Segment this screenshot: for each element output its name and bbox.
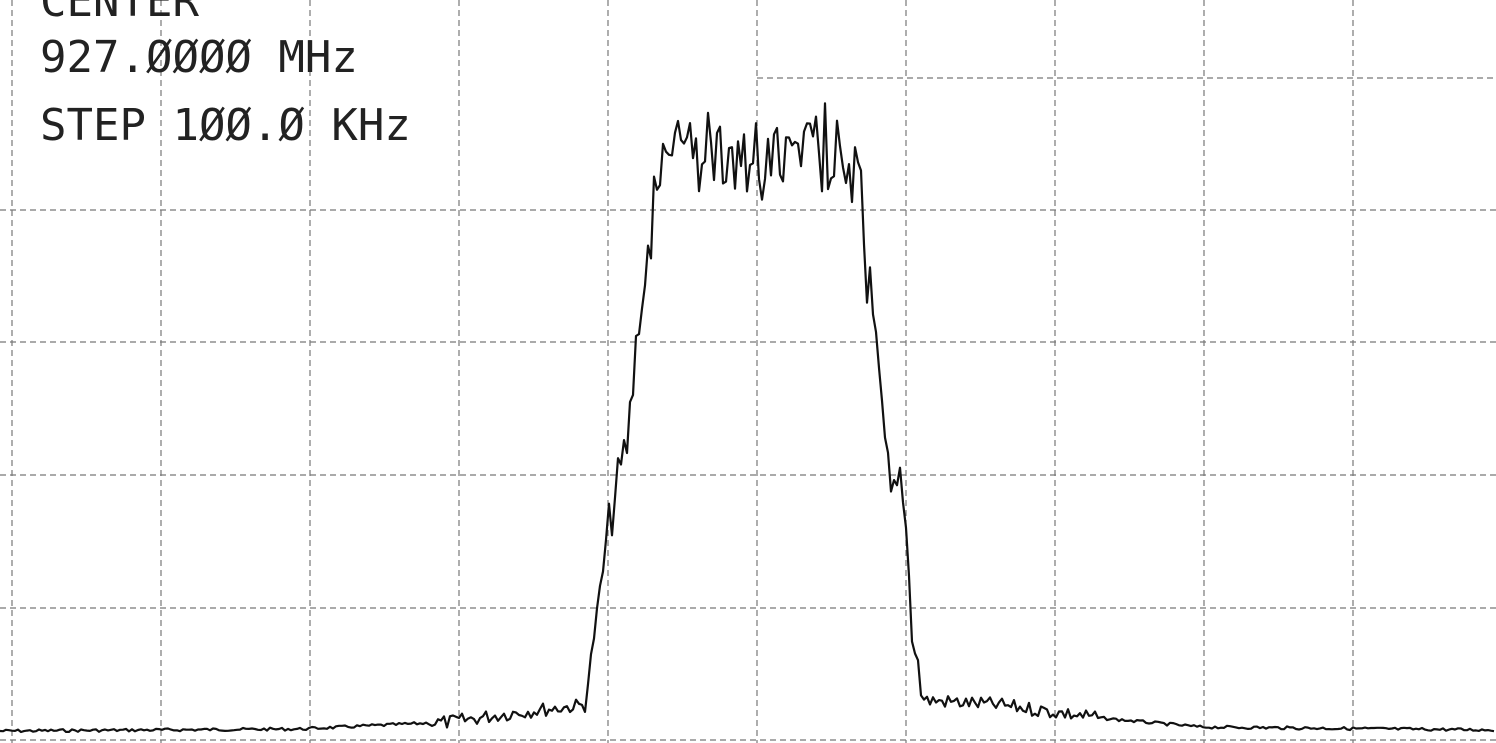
center-frequency: 927.ØØØØ MHz [40,32,358,83]
spectrum-trace [0,102,1495,734]
step-size: STEP 1ØØ.Ø KHz [40,100,411,151]
center-label: CENTER [40,0,199,27]
